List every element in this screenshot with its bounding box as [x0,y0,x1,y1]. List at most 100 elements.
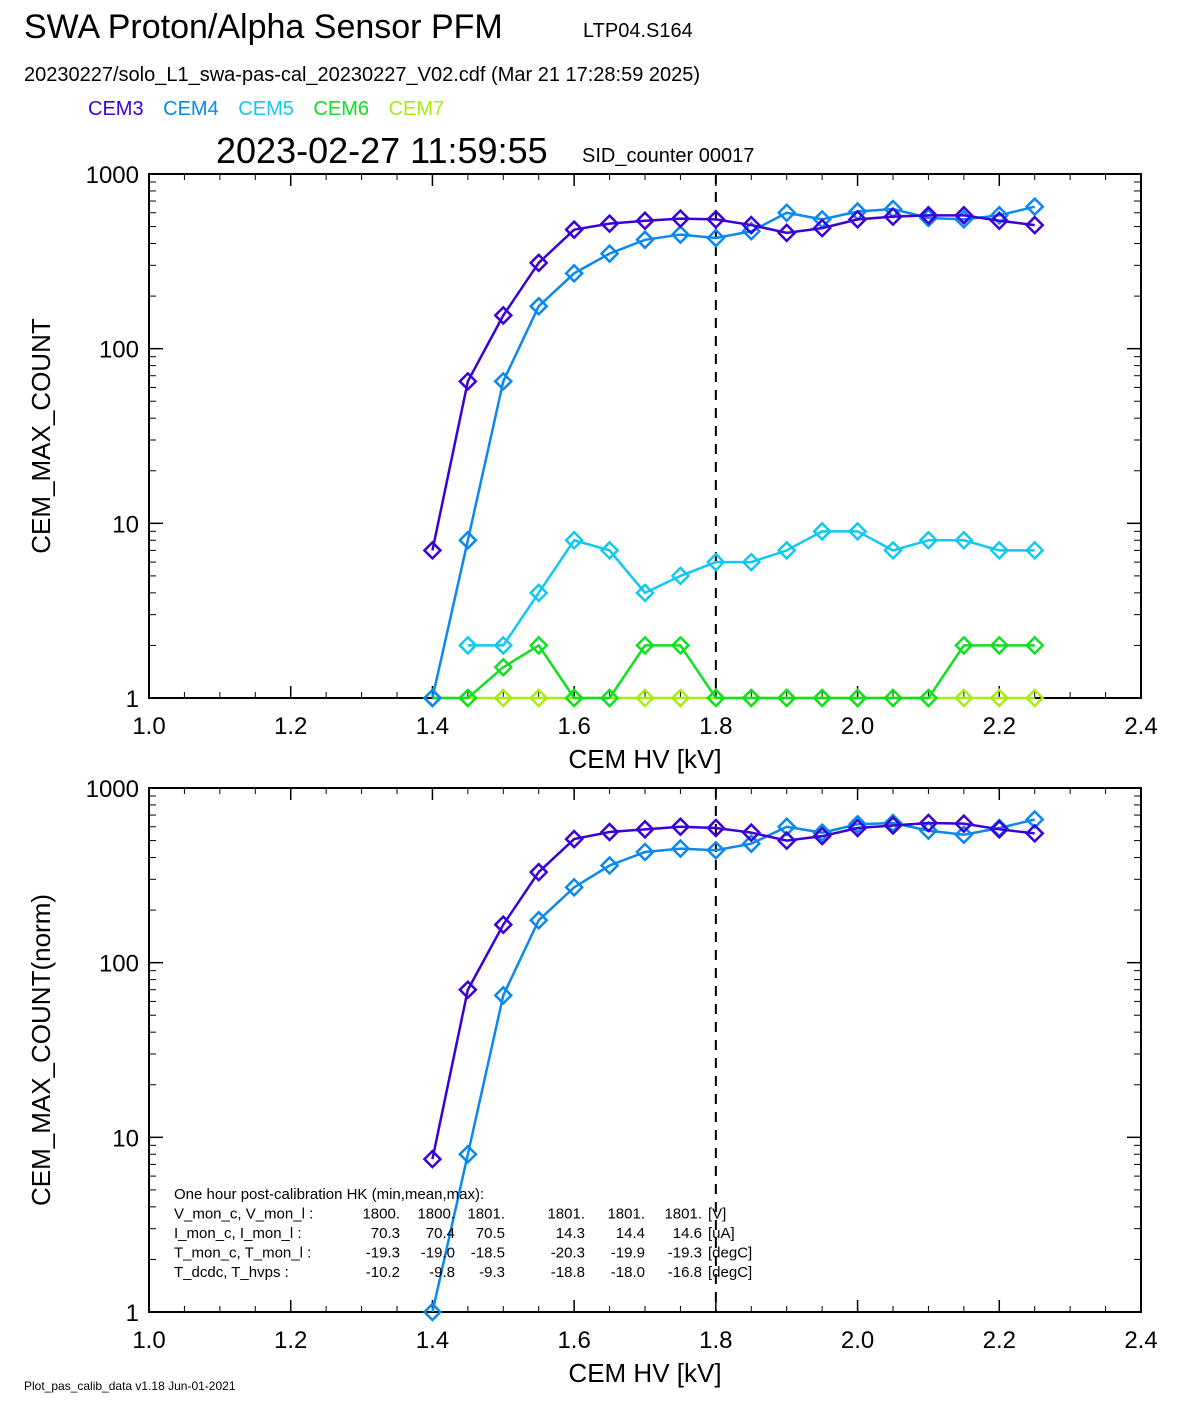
data-point-cem4 [599,855,620,876]
data-point-cem6 [635,635,655,656]
data-point-cem3 [918,813,939,833]
y-tick-label: 1000 [86,776,139,803]
data-point-cem3 [493,914,514,935]
data-point-cem4 [670,224,691,245]
hk-c-mean: 1800. [417,1206,455,1223]
data-point-cem5 [458,635,478,656]
data-point-cem6 [883,688,903,708]
data-point-cem6 [564,688,584,708]
y-tick-label: 1 [126,686,139,713]
data-point-cem3 [422,1149,443,1169]
hk-c-mean: -19.0 [421,1245,455,1262]
data-point-cem5 [989,540,1010,561]
x-tick-label: 1.6 [557,713,590,740]
data-point-cem3 [599,822,620,842]
data-point-cem5 [847,521,868,542]
timestamp: 2023-02-27 11:59:55 [216,130,548,171]
data-point-cem4 [493,371,514,392]
hk-c-max: 1801. [467,1206,505,1223]
data-point-cem5 [954,530,974,551]
series-line-cem5 [467,530,1035,647]
data-point-cem3 [847,818,868,838]
data-point-cem4 [1024,196,1045,217]
hk-l-max: 1801. [664,1206,702,1223]
data-point-cem3 [883,206,903,227]
hk-unit: [degC] [708,1264,752,1281]
hk-l-min: -20.3 [551,1245,585,1262]
x-tick-label: 2.2 [983,713,1016,740]
data-point-cem3 [422,540,443,561]
x-tick-label: 2.4 [1124,1327,1157,1354]
hk-l-max: 14.6 [673,1225,702,1242]
data-point-cem3 [670,208,691,229]
series-line-cem6 [432,643,1035,700]
data-point-cem7 [954,688,974,708]
data-point-cem4 [670,838,691,859]
data-point-cem6 [847,688,868,708]
data-point-cem4 [422,688,443,708]
data-point-cem3 [599,213,620,234]
data-point-cem4 [776,816,797,837]
hk-l-mean: 1801. [607,1206,645,1223]
data-point-cem3 [670,816,691,837]
data-point-cem3 [954,813,974,834]
data-point-cem7 [1024,688,1045,708]
data-point-cem5 [528,583,549,603]
data-point-cem6 [599,688,620,708]
data-point-cem4 [422,1302,443,1322]
data-point-cem5 [918,530,939,551]
data-point-cem4 [1024,809,1045,830]
data-point-cem7 [670,688,691,708]
y-tick-label: 100 [99,337,139,364]
hk-row-label: V_mon_c, V_mon_l : [174,1206,313,1223]
data-point-cem6 [670,635,691,656]
x-tick-label: 1.6 [557,1327,590,1354]
data-point-cem6 [918,688,939,708]
data-point-cem3 [458,371,478,392]
hk-l-min: 14.3 [556,1225,585,1242]
x-tick-label: 1.0 [132,1327,165,1354]
hk-row-label: I_mon_c, I_mon_l : [174,1225,302,1242]
series-cem4 [422,196,1045,708]
data-point-cem6 [493,657,514,678]
data-point-cem4 [458,530,478,551]
data-point-cem3 [918,205,939,226]
data-point-cem6 [812,688,832,708]
hk-annotation: One hour post-calibration HK (min,mean,m… [174,1186,752,1281]
hk-l-max: -19.3 [668,1245,702,1262]
x-tick-label: 1.4 [416,713,449,740]
data-point-cem5 [1024,540,1045,561]
data-point-cem4 [635,842,655,862]
data-point-cem4 [458,1144,478,1165]
hk-c-min: 70.3 [371,1225,400,1242]
data-point-cem7 [989,688,1010,708]
hk-c-mean: 70.4 [426,1225,455,1242]
data-point-cem3 [706,818,726,838]
legend-item-cem4: CEM4 [163,98,219,120]
sid-counter: SID_counter 00017 [582,145,755,167]
data-point-cem4 [493,985,514,1006]
x-tick-label: 2.0 [841,713,874,740]
data-point-cem3 [564,219,584,240]
data-point-cem6 [776,688,797,708]
plot-frame [148,173,1142,699]
data-point-cem3 [812,218,832,238]
data-point-cem5 [883,540,903,561]
data-point-cem3 [989,210,1010,231]
data-point-cem4 [812,822,832,843]
footer-version: Plot_pas_calib_data v1.18 Jun-01-2021 [24,1379,236,1393]
data-point-cem6 [954,635,974,656]
x-tick-label: 2.4 [1124,713,1157,740]
data-point-cem3 [635,210,655,231]
x-tick-label: 1.2 [274,1327,307,1354]
x-tick-label: 1.4 [416,1327,449,1354]
series-cem3 [422,813,1045,1169]
chart-panel-1: 1.0 1.2 1.4 1.6 1.8 2.0 2.2 2.4 1 10 100 1000 CEM HV… [26,162,1158,774]
hk-c-min: -19.3 [366,1245,400,1262]
data-point-cem3 [741,215,762,235]
data-point-cem3 [776,830,797,851]
file-info: 20230227/solo_L1_swa-pas-cal_20230227_V0… [24,64,701,86]
hk-c-min: -10.2 [366,1264,400,1281]
y-tick-label: 10 [112,1125,139,1152]
series-cem4 [422,809,1045,1322]
